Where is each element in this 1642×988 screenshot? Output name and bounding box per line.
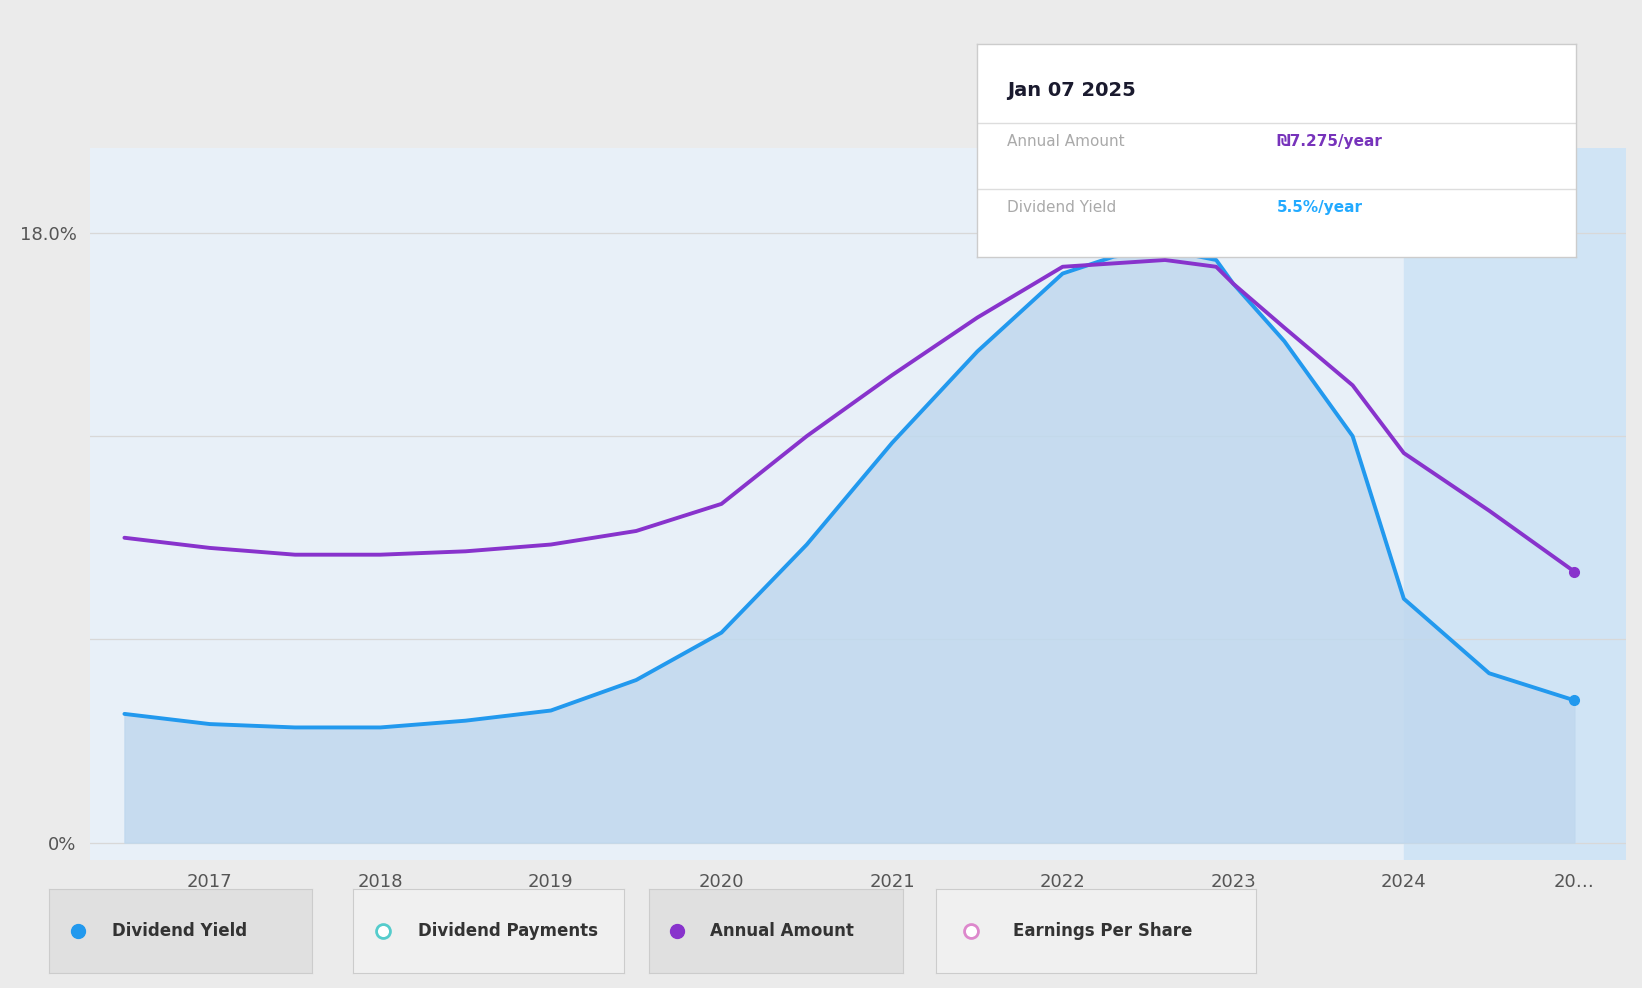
Text: Jan 07 2025: Jan 07 2025 [1007, 81, 1136, 100]
Text: Annual Amount: Annual Amount [1007, 133, 1125, 148]
Text: ₪7.275/year: ₪7.275/year [1277, 133, 1383, 148]
Text: Dividend Payments: Dividend Payments [419, 922, 598, 941]
Text: Past: Past [1412, 172, 1450, 190]
Bar [1404, 148, 1626, 860]
Text: Earnings Per Share: Earnings Per Share [1013, 922, 1192, 941]
Text: Annual Amount: Annual Amount [709, 922, 854, 941]
Text: Dividend Yield: Dividend Yield [1007, 200, 1117, 214]
Text: 5.5%/year: 5.5%/year [1277, 200, 1363, 214]
Text: Dividend Yield: Dividend Yield [112, 922, 248, 941]
